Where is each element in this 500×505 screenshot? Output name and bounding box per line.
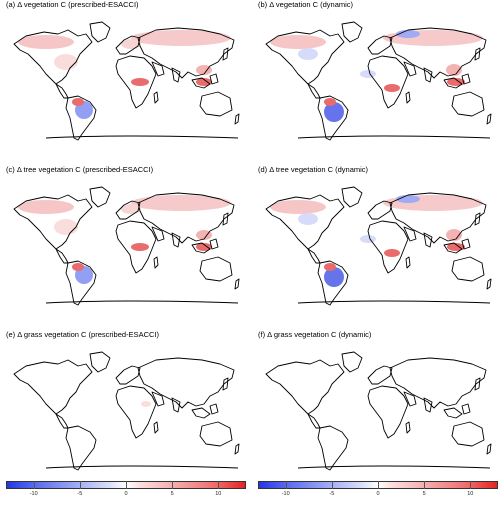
anomaly-region bbox=[360, 70, 376, 78]
world-map bbox=[13, 186, 240, 306]
anomaly-region bbox=[141, 401, 151, 407]
anomaly-region bbox=[447, 78, 465, 86]
world-map bbox=[265, 186, 492, 306]
colorbar-tick-mark bbox=[33, 481, 35, 489]
colorbar: -10 -5 0 5 10 bbox=[258, 481, 498, 503]
world-map bbox=[265, 351, 492, 471]
anomaly-region bbox=[270, 35, 326, 49]
colorbar-tick-mark bbox=[218, 481, 219, 489]
colorbar-tick-label: 5 bbox=[422, 491, 426, 497]
colorbar-tick-label: -5 bbox=[77, 491, 83, 497]
anomaly-region bbox=[131, 243, 149, 251]
anomaly-region bbox=[446, 64, 462, 76]
anomaly-region bbox=[324, 102, 344, 122]
colorbar-tick-mark bbox=[378, 481, 379, 489]
anomaly-region bbox=[298, 48, 318, 60]
anomaly-region bbox=[54, 54, 78, 70]
colorbar-tick-label: 0 bbox=[124, 491, 128, 497]
anomaly-region bbox=[447, 243, 465, 251]
colorbar-tick-mark bbox=[126, 481, 127, 489]
anomaly-region bbox=[131, 195, 231, 211]
panel-title: (a) Δ vegetation C (prescribed-ESACCI) bbox=[6, 0, 139, 9]
panel-f: (f) Δ grass vegetation C (dynamic) bbox=[258, 330, 498, 490]
panel-b: (b) Δ vegetation C (dynamic) bbox=[258, 0, 498, 160]
panel-title: (b) Δ vegetation C (dynamic) bbox=[258, 0, 354, 9]
anomaly-region bbox=[72, 98, 84, 106]
anomaly-region bbox=[384, 249, 400, 257]
panel-e: (e) Δ grass vegetation C (prescribed-ESA… bbox=[6, 330, 246, 490]
colorbar-tick-label: 10 bbox=[215, 491, 222, 497]
panel-title: (f) Δ grass vegetation C (dynamic) bbox=[258, 330, 372, 339]
anomaly-region bbox=[324, 267, 344, 287]
anomaly-region bbox=[196, 65, 212, 75]
anomaly-region bbox=[196, 243, 212, 251]
anomaly-region bbox=[54, 219, 78, 235]
panel-c: (c) Δ tree vegetation C (prescribed-ESAC… bbox=[6, 165, 246, 325]
world-map bbox=[13, 351, 240, 471]
anomaly-region bbox=[196, 78, 212, 86]
anomaly-region bbox=[324, 98, 336, 106]
panel-title: (e) Δ grass vegetation C (prescribed-ESA… bbox=[6, 330, 159, 339]
anomaly-region bbox=[121, 204, 141, 214]
anomaly-region bbox=[131, 30, 231, 46]
colorbar-tick-label: -5 bbox=[329, 491, 335, 497]
anomaly-region bbox=[18, 200, 74, 214]
colorbar-tick-mark bbox=[470, 481, 471, 489]
colorbar-tick-label: 0 bbox=[376, 491, 380, 497]
colorbar-tick-label: -10 bbox=[29, 491, 38, 497]
colorbar-tick-mark bbox=[285, 481, 287, 489]
colorbar-tick-label: 10 bbox=[467, 491, 474, 497]
colorbar-tick-label: 5 bbox=[170, 491, 174, 497]
panel-title: (d) Δ tree vegetation C (dynamic) bbox=[258, 165, 369, 174]
panel-a: (a) Δ vegetation C (prescribed-ESACCI) bbox=[6, 0, 246, 160]
colorbar-tick-label: -10 bbox=[281, 491, 290, 497]
anomaly-region bbox=[18, 35, 74, 49]
anomaly-region bbox=[121, 39, 141, 49]
anomaly-region bbox=[270, 200, 326, 214]
anomaly-region bbox=[324, 263, 336, 271]
colorbar-tick-mark bbox=[79, 481, 81, 489]
panel-title: (c) Δ tree vegetation C (prescribed-ESAC… bbox=[6, 165, 154, 174]
anomaly-region bbox=[396, 195, 420, 203]
anomaly-region bbox=[298, 213, 318, 225]
anomaly-region bbox=[396, 30, 420, 38]
colorbar-tick-mark bbox=[172, 481, 173, 489]
colorbar: -10 -5 0 5 10 bbox=[6, 481, 246, 503]
anomaly-region bbox=[196, 230, 212, 240]
colorbar-tick-mark bbox=[424, 481, 425, 489]
world-map bbox=[13, 21, 240, 141]
anomaly-region bbox=[384, 84, 400, 92]
world-map bbox=[265, 21, 492, 141]
colorbar-tick-mark bbox=[331, 481, 333, 489]
anomaly-region bbox=[131, 78, 149, 86]
anomaly-region bbox=[360, 235, 376, 243]
panel-d: (d) Δ tree vegetation C (dynamic) bbox=[258, 165, 498, 325]
anomaly-region bbox=[72, 263, 84, 271]
anomaly-region bbox=[446, 229, 462, 241]
